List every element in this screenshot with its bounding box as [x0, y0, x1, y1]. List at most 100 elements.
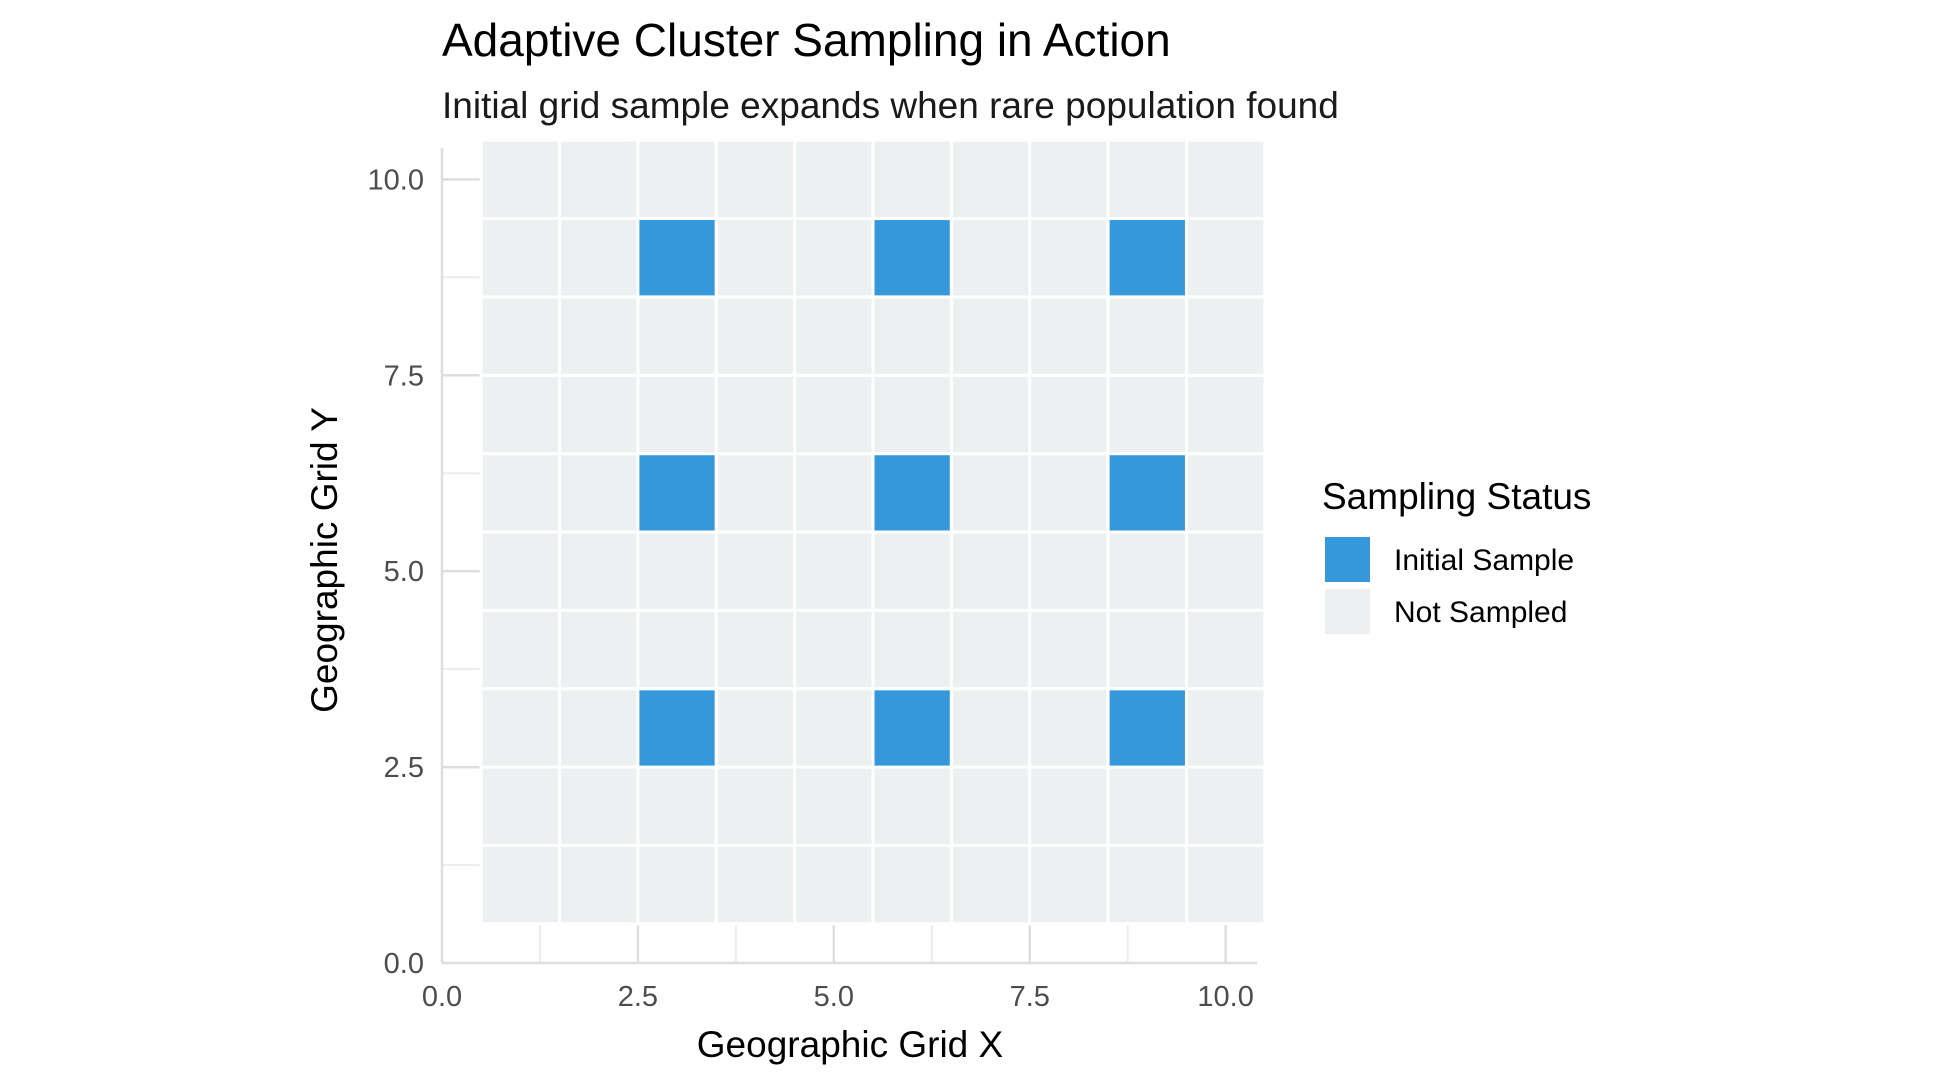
x-axis-title: Geographic Grid X	[697, 1024, 1003, 1065]
tile-not-sampled	[1106, 843, 1188, 926]
tile-not-sampled	[479, 295, 562, 377]
tile-not-sampled	[793, 765, 875, 847]
heatmap-tiles	[479, 138, 1267, 926]
tile-not-sampled	[1106, 295, 1188, 377]
tile-not-sampled	[558, 530, 640, 612]
tile-not-sampled	[871, 530, 953, 612]
legend-key-swatch	[1325, 537, 1370, 582]
tile-not-sampled	[479, 687, 562, 769]
tile-not-sampled	[1028, 452, 1110, 534]
tile-not-sampled	[558, 608, 640, 691]
tile-not-sampled	[793, 843, 875, 926]
tile-not-sampled	[793, 530, 875, 612]
tile-not-sampled	[949, 843, 1032, 926]
x-tick-label: 2.5	[618, 981, 658, 1013]
legend-key-swatch	[1325, 589, 1370, 634]
tile-not-sampled	[558, 765, 640, 847]
tile-not-sampled	[871, 765, 953, 847]
y-tick-label: 0.0	[384, 948, 424, 980]
tile-not-sampled	[636, 843, 718, 926]
tile-initial-sample	[1106, 687, 1188, 769]
tile-not-sampled	[636, 765, 718, 847]
tile-not-sampled	[949, 687, 1032, 769]
tile-not-sampled	[479, 373, 562, 456]
tile-not-sampled	[558, 452, 640, 534]
tile-not-sampled	[1184, 452, 1267, 534]
tile-not-sampled	[871, 138, 953, 221]
tile-not-sampled	[714, 765, 797, 847]
tile-not-sampled	[1028, 138, 1110, 221]
tile-not-sampled	[949, 138, 1032, 221]
tile-not-sampled	[714, 217, 797, 299]
y-axis-ticks: 0.0 2.5 5.0 7.5 10.0	[368, 164, 424, 980]
tile-not-sampled	[636, 530, 718, 612]
tile-not-sampled	[1184, 608, 1267, 691]
tile-not-sampled	[1028, 530, 1110, 612]
tile-not-sampled	[558, 687, 640, 769]
tile-not-sampled	[479, 217, 562, 299]
tile-not-sampled	[714, 687, 797, 769]
x-tick-label: 7.5	[1010, 981, 1050, 1013]
tile-not-sampled	[949, 295, 1032, 377]
tile-not-sampled	[871, 373, 953, 456]
tile-not-sampled	[636, 138, 718, 221]
tile-not-sampled	[1184, 687, 1267, 769]
tile-not-sampled	[793, 608, 875, 691]
tile-not-sampled	[1028, 217, 1110, 299]
tile-initial-sample	[871, 687, 953, 769]
legend: Sampling Status Initial Sample Not Sample…	[1322, 476, 1591, 634]
tile-not-sampled	[714, 138, 797, 221]
tile-not-sampled	[558, 217, 640, 299]
tile-not-sampled	[1028, 608, 1110, 691]
tile-initial-sample	[636, 687, 718, 769]
x-axis-ticks: 0.0 2.5 5.0 7.5 10.0	[422, 981, 1254, 1013]
tile-not-sampled	[1184, 295, 1267, 377]
tile-not-sampled	[714, 843, 797, 926]
tile-not-sampled	[479, 608, 562, 691]
tile-not-sampled	[1028, 373, 1110, 456]
tile-not-sampled	[793, 295, 875, 377]
tile-not-sampled	[1106, 373, 1188, 456]
chart-title: Adaptive Cluster Sampling in Action	[442, 14, 1171, 66]
tile-not-sampled	[636, 373, 718, 456]
tile-not-sampled	[871, 608, 953, 691]
tile-not-sampled	[558, 373, 640, 456]
tile-not-sampled	[1184, 373, 1267, 456]
tile-not-sampled	[1028, 843, 1110, 926]
tile-not-sampled	[714, 295, 797, 377]
tile-not-sampled	[793, 373, 875, 456]
tile-not-sampled	[714, 608, 797, 691]
tile-not-sampled	[558, 843, 640, 926]
x-tick-label: 10.0	[1197, 981, 1253, 1013]
tile-not-sampled	[949, 217, 1032, 299]
y-tick-label: 5.0	[384, 556, 424, 588]
tile-not-sampled	[636, 295, 718, 377]
tile-not-sampled	[558, 138, 640, 221]
tile-not-sampled	[714, 373, 797, 456]
x-tick-label: 5.0	[814, 981, 854, 1013]
tile-not-sampled	[1184, 843, 1267, 926]
tile-not-sampled	[558, 295, 640, 377]
tile-not-sampled	[949, 373, 1032, 456]
tile-not-sampled	[1184, 530, 1267, 612]
tile-not-sampled	[479, 138, 562, 221]
tile-initial-sample	[636, 217, 718, 299]
tile-not-sampled	[1028, 687, 1110, 769]
tile-initial-sample	[871, 452, 953, 534]
tile-initial-sample	[636, 452, 718, 534]
tile-initial-sample	[1106, 452, 1188, 534]
tile-not-sampled	[1106, 608, 1188, 691]
y-tick-label: 10.0	[368, 164, 424, 196]
y-tick-label: 7.5	[384, 360, 424, 392]
tile-not-sampled	[1106, 138, 1188, 221]
tile-not-sampled	[1028, 295, 1110, 377]
tile-not-sampled	[949, 608, 1032, 691]
tile-not-sampled	[949, 765, 1032, 847]
y-axis-title: Geographic Grid Y	[304, 407, 345, 713]
tile-not-sampled	[1106, 765, 1188, 847]
tile-not-sampled	[1028, 765, 1110, 847]
tile-not-sampled	[1106, 530, 1188, 612]
tile-not-sampled	[1184, 217, 1267, 299]
